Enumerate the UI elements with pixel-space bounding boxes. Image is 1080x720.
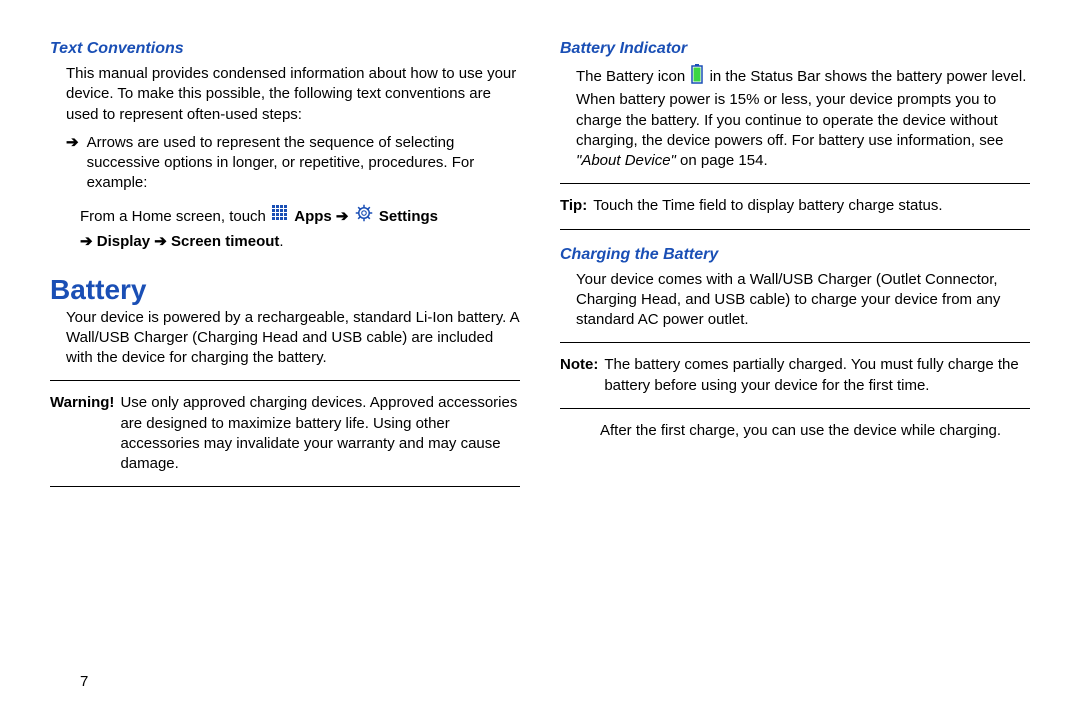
settings-label: Settings bbox=[379, 207, 438, 224]
tip-text: Touch the Time field to display battery … bbox=[593, 196, 1030, 216]
display-label: Display bbox=[97, 233, 150, 250]
warning-block: Warning! Use only approved charging devi… bbox=[50, 393, 520, 474]
example-prefix: From a Home screen, touch bbox=[80, 207, 270, 224]
bullet-item: ➔ Arrows are used to represent the seque… bbox=[66, 133, 520, 194]
note-text: The battery comes partially charged. You… bbox=[604, 355, 1030, 396]
apps-grid-icon bbox=[272, 205, 288, 229]
bullet-text: Arrows are used to represent the sequenc… bbox=[87, 133, 520, 194]
after-charge-text: After the first charge, you can use the … bbox=[600, 421, 1030, 441]
tip-block: Tip: Touch the Time field to display bat… bbox=[560, 196, 1030, 216]
divider bbox=[560, 229, 1030, 230]
note-label: Note: bbox=[560, 355, 598, 396]
manual-page: Text Conventions This manual provides co… bbox=[0, 0, 1080, 720]
example-line: From a Home screen, touch Apps ➔ Setting… bbox=[80, 204, 520, 254]
arrow-2: ➔ bbox=[80, 233, 93, 250]
arrow-3: ➔ bbox=[154, 233, 167, 250]
charging-intro: Your device comes with a Wall/USB Charge… bbox=[576, 270, 1030, 331]
bullet-arrow-icon: ➔ bbox=[66, 133, 79, 194]
right-column: Battery Indicator The Battery icon in th… bbox=[560, 40, 1030, 700]
warning-text: Use only approved charging devices. Appr… bbox=[120, 393, 520, 474]
divider bbox=[560, 408, 1030, 409]
divider bbox=[50, 380, 520, 381]
settings-gear-icon bbox=[355, 204, 373, 230]
about-device-ref: "About Device" bbox=[576, 152, 676, 169]
heading-battery: Battery bbox=[50, 274, 520, 306]
apps-label: Apps bbox=[294, 207, 332, 224]
subhead-text-conventions: Text Conventions bbox=[50, 40, 520, 58]
screen-timeout-label: Screen timeout bbox=[171, 233, 279, 250]
subhead-battery-indicator: Battery Indicator bbox=[560, 40, 1030, 58]
text-conventions-intro: This manual provides condensed informati… bbox=[66, 64, 520, 125]
battery-icon bbox=[691, 64, 703, 90]
warning-label: Warning! bbox=[50, 393, 114, 474]
arrow-1: ➔ bbox=[336, 207, 349, 224]
left-column: Text Conventions This manual provides co… bbox=[50, 40, 520, 700]
subhead-charging: Charging the Battery bbox=[560, 246, 1030, 264]
divider bbox=[50, 486, 520, 487]
tip-label: Tip: bbox=[560, 196, 587, 216]
indicator-prefix: The Battery icon bbox=[576, 68, 689, 85]
divider bbox=[560, 342, 1030, 343]
divider bbox=[560, 183, 1030, 184]
note-block: Note: The battery comes partially charge… bbox=[560, 355, 1030, 396]
indicator-suffix: on page 154. bbox=[680, 152, 768, 169]
page-number: 7 bbox=[80, 673, 88, 690]
battery-indicator-text: The Battery icon in the Status Bar shows… bbox=[576, 64, 1030, 171]
battery-intro: Your device is powered by a rechargeable… bbox=[66, 308, 520, 369]
